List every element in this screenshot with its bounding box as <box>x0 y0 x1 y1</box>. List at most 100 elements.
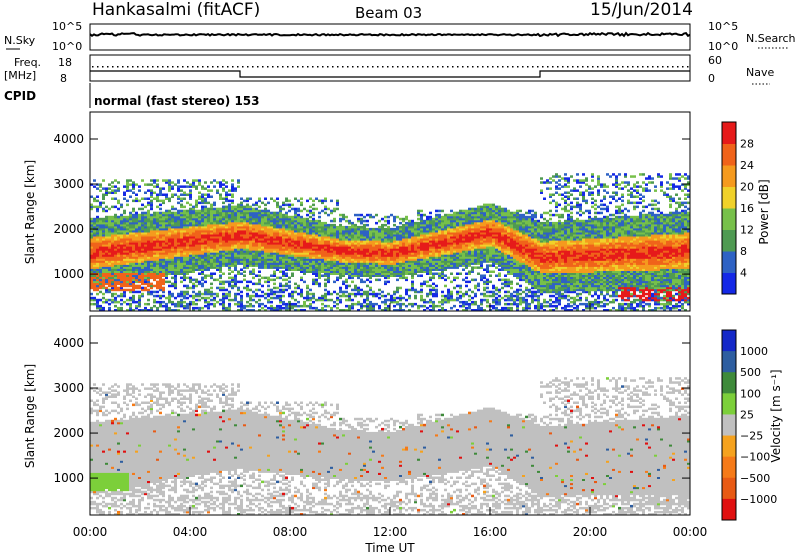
power-cell <box>390 234 393 237</box>
power-cell <box>261 266 264 269</box>
power-cell <box>255 300 258 304</box>
power-cell <box>390 230 393 233</box>
power-cell <box>276 197 279 200</box>
power-cell <box>117 219 120 223</box>
power-cell <box>294 215 297 219</box>
power-cell <box>291 302 294 306</box>
power-cell <box>102 234 105 237</box>
power-cell <box>180 272 183 275</box>
power-cell <box>237 244 240 247</box>
power-cell <box>153 254 156 257</box>
power-cell <box>99 238 102 241</box>
power-cell <box>309 211 312 215</box>
power-cell <box>198 252 201 255</box>
power-cell <box>333 250 336 253</box>
power-cell <box>204 296 207 300</box>
power-cell <box>162 264 165 267</box>
power-cell <box>309 215 312 219</box>
power-cell <box>153 230 156 233</box>
power-cell <box>237 260 240 263</box>
power-cell <box>441 238 444 241</box>
power-cell <box>162 282 165 286</box>
power-cell <box>285 203 288 207</box>
power-cell <box>297 244 300 247</box>
power-cell <box>270 242 273 245</box>
power-cell <box>408 309 411 312</box>
power-cell <box>381 294 384 298</box>
power-cell <box>339 219 342 223</box>
power-cell <box>186 248 189 251</box>
power-cell <box>90 223 93 227</box>
power-cell <box>141 280 144 284</box>
power-cell <box>285 232 288 235</box>
power-cell <box>204 181 207 184</box>
power-cell <box>228 264 231 267</box>
power-cell <box>201 264 204 267</box>
power-cell <box>432 294 435 298</box>
power-cell <box>252 262 255 265</box>
power-cell <box>387 260 390 263</box>
power-cell <box>159 272 162 275</box>
power-cell <box>168 254 171 257</box>
power-cell <box>99 290 102 294</box>
power-cell <box>312 292 315 296</box>
power-cell <box>225 236 228 239</box>
power-cell <box>177 272 180 275</box>
power-cell <box>117 252 120 255</box>
power-cell <box>147 256 150 259</box>
power-cell <box>198 309 201 312</box>
power-cell <box>219 213 222 217</box>
power-cell <box>306 296 309 300</box>
power-cell <box>300 209 303 213</box>
power-cell <box>357 268 360 271</box>
power-cell <box>261 236 264 239</box>
power-cell <box>300 248 303 251</box>
power-cell <box>438 225 441 229</box>
power-cell <box>444 248 447 251</box>
nave-dot <box>417 66 419 68</box>
power-cell <box>231 199 234 203</box>
power-cell <box>438 232 441 235</box>
power-cell <box>393 223 396 227</box>
power-cell <box>117 274 120 277</box>
power-cell <box>156 260 159 263</box>
power-cell <box>126 256 129 259</box>
power-cell <box>243 238 246 241</box>
power-cell <box>183 211 186 215</box>
power-cell <box>234 260 237 263</box>
power-cell <box>357 262 360 265</box>
power-cell <box>105 276 108 280</box>
power-cell <box>297 250 300 253</box>
power-cell <box>204 234 207 237</box>
power-cell <box>105 189 108 192</box>
power-cell <box>279 234 282 237</box>
power-cell <box>234 266 237 269</box>
power-cell <box>258 242 261 245</box>
power-cell <box>282 227 285 231</box>
power-cell <box>432 244 435 247</box>
power-cell <box>168 244 171 247</box>
power-cell <box>285 225 288 229</box>
power-cell <box>156 225 159 229</box>
power-cell <box>414 230 417 233</box>
power-cell <box>432 230 435 233</box>
power-cell <box>102 248 105 251</box>
power-cell <box>327 252 330 255</box>
nave-dot <box>502 66 504 68</box>
power-cell <box>222 250 225 253</box>
power-cell <box>339 300 342 304</box>
power-cell <box>114 179 117 182</box>
power-cell <box>183 300 186 304</box>
power-cell <box>168 294 171 298</box>
power-cell <box>390 258 393 261</box>
freq-label: Freq. <box>14 56 41 69</box>
power-cell <box>258 244 261 247</box>
power-cell <box>381 250 384 253</box>
power-cell <box>315 250 318 253</box>
power-cell <box>252 230 255 233</box>
power-cell <box>294 286 297 290</box>
power-cell <box>213 248 216 251</box>
power-cell <box>234 234 237 237</box>
power-cell <box>123 284 126 288</box>
power-cell <box>174 284 177 288</box>
